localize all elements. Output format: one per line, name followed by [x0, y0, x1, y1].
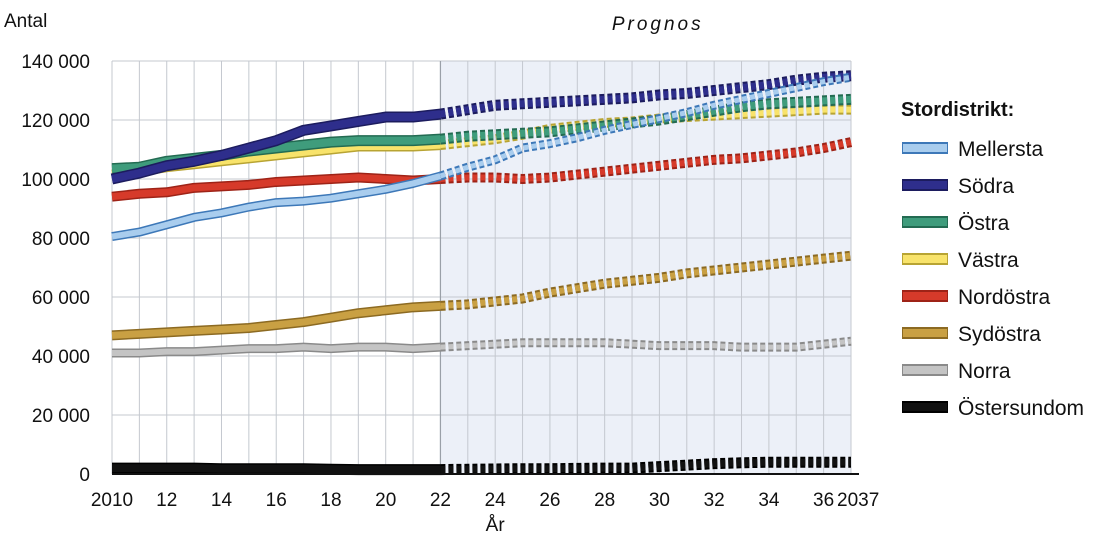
- y-tick-label: 120 000: [21, 111, 90, 132]
- forecast-label: Prognos: [612, 14, 704, 35]
- x-tick-label: 22: [430, 490, 451, 511]
- legend-title: Stordistrikt:: [901, 99, 1014, 121]
- series-norra: [112, 336, 852, 358]
- y-tick-label: 100 000: [21, 170, 90, 191]
- series-line-historical: [111, 173, 442, 240]
- series-line-historical: [111, 302, 441, 339]
- legend-label: Östra: [958, 212, 1010, 235]
- y-axis-label: Antal: [4, 11, 47, 32]
- x-tick-label: 2037: [837, 490, 879, 511]
- legend-item-södra: Södra: [902, 175, 1014, 198]
- x-tick-label: 28: [594, 490, 615, 511]
- x-tick-label: 14: [211, 490, 233, 511]
- y-tick-label: 0: [79, 465, 90, 486]
- series-nordöstra: [111, 137, 853, 202]
- series-södra: [110, 70, 852, 185]
- legend-item-norra: Norra: [902, 360, 1011, 383]
- legend-item-östersundom: Östersundom: [902, 397, 1084, 420]
- series-östersundom: [112, 456, 851, 476]
- legend-item-nordöstra: Nordöstra: [902, 286, 1051, 309]
- legend-swatch: [903, 329, 947, 337]
- x-tick-label: 24: [485, 490, 507, 511]
- legend-swatch: [903, 403, 947, 411]
- legend-label: Östersundom: [958, 397, 1084, 420]
- legend-label: Mellersta: [958, 138, 1044, 161]
- x-tick-label: 20: [375, 490, 396, 511]
- y-tick-label: 40 000: [32, 347, 90, 368]
- legend-label: Södra: [958, 175, 1014, 198]
- y-tick-label: 140 000: [21, 52, 90, 73]
- series-sydöstra: [111, 250, 852, 341]
- series-line-historical: [111, 174, 441, 201]
- x-tick-label: 30: [649, 490, 670, 511]
- x-tick-label: 12: [156, 490, 177, 511]
- legend: Stordistrikt: Mellersta Södra Östra Västra N…: [901, 99, 1084, 420]
- x-tick-label: 32: [704, 490, 725, 511]
- series-line-forecast: [440, 139, 852, 182]
- series-line-historical: [112, 464, 441, 474]
- x-tick-label: 26: [539, 490, 560, 511]
- legend-label: Nordöstra: [958, 286, 1051, 309]
- series-line-forecast: [440, 338, 852, 350]
- x-tick-label: 18: [320, 490, 341, 511]
- series-line-historical: [111, 110, 441, 183]
- y-tick-label: 80 000: [32, 229, 90, 250]
- series-lines: [110, 70, 853, 476]
- y-axis-ticks: 0 20 000 40 000 60 000 80 000 100 000 120 000 1…: [21, 52, 90, 486]
- x-axis-ticks: 2010 12 14 16 18 20 22 24 26 28 30 32 34 36 2037: [91, 490, 879, 511]
- legend-label: Västra: [958, 249, 1019, 272]
- legend-item-sydöstra: Sydöstra: [902, 323, 1041, 346]
- legend-swatch: [903, 144, 947, 152]
- x-tick-label: 36: [813, 490, 834, 511]
- legend-item-östra: Östra: [902, 212, 1010, 235]
- x-tick-label: 16: [266, 490, 287, 511]
- series-line-historical: [112, 344, 441, 357]
- legend-label: Sydöstra: [958, 323, 1041, 346]
- legend-label: Norra: [958, 360, 1011, 383]
- legend-swatch: [903, 292, 947, 300]
- x-tick-label: 2010: [91, 490, 133, 511]
- legend-swatch: [903, 218, 947, 226]
- legend-item-västra: Västra: [902, 249, 1019, 272]
- x-tick-label: 34: [758, 490, 780, 511]
- legend-swatch: [903, 366, 947, 374]
- series-mellersta: [111, 72, 852, 241]
- legend-swatch: [903, 181, 947, 189]
- series-line-forecast: [440, 458, 851, 474]
- y-tick-label: 60 000: [32, 288, 90, 309]
- y-tick-label: 20 000: [32, 406, 90, 427]
- series-line-forecast: [439, 74, 852, 179]
- series-line-forecast: [440, 95, 852, 143]
- legend-swatch: [903, 255, 947, 263]
- series-line-forecast: [440, 252, 852, 309]
- legend-item-mellersta: Mellersta: [902, 138, 1044, 161]
- x-axis-label: År: [486, 515, 506, 536]
